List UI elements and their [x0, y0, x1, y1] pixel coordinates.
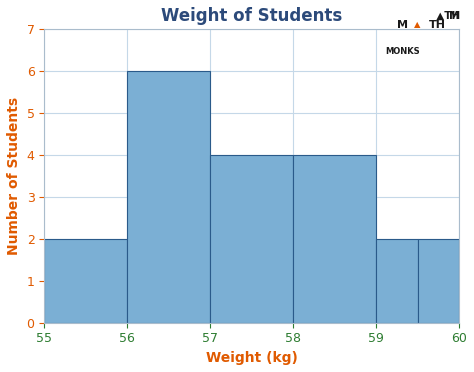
- Bar: [210, 155, 293, 323]
- Bar: [293, 155, 376, 323]
- Title: Weight of Students: Weight of Students: [161, 7, 342, 25]
- Bar: [44, 239, 127, 323]
- Bar: [127, 71, 210, 323]
- Text: M: M: [449, 11, 460, 21]
- Text: MONKS: MONKS: [385, 47, 420, 56]
- X-axis label: Weight (kg): Weight (kg): [206, 351, 298, 365]
- Bar: [418, 239, 459, 323]
- Text: TH: TH: [429, 20, 446, 29]
- Text: ▲: ▲: [414, 20, 421, 29]
- Y-axis label: Number of Students: Number of Students: [7, 97, 21, 255]
- Text: ▲TH: ▲TH: [428, 11, 460, 21]
- Text: M: M: [397, 20, 409, 29]
- Bar: [376, 239, 418, 323]
